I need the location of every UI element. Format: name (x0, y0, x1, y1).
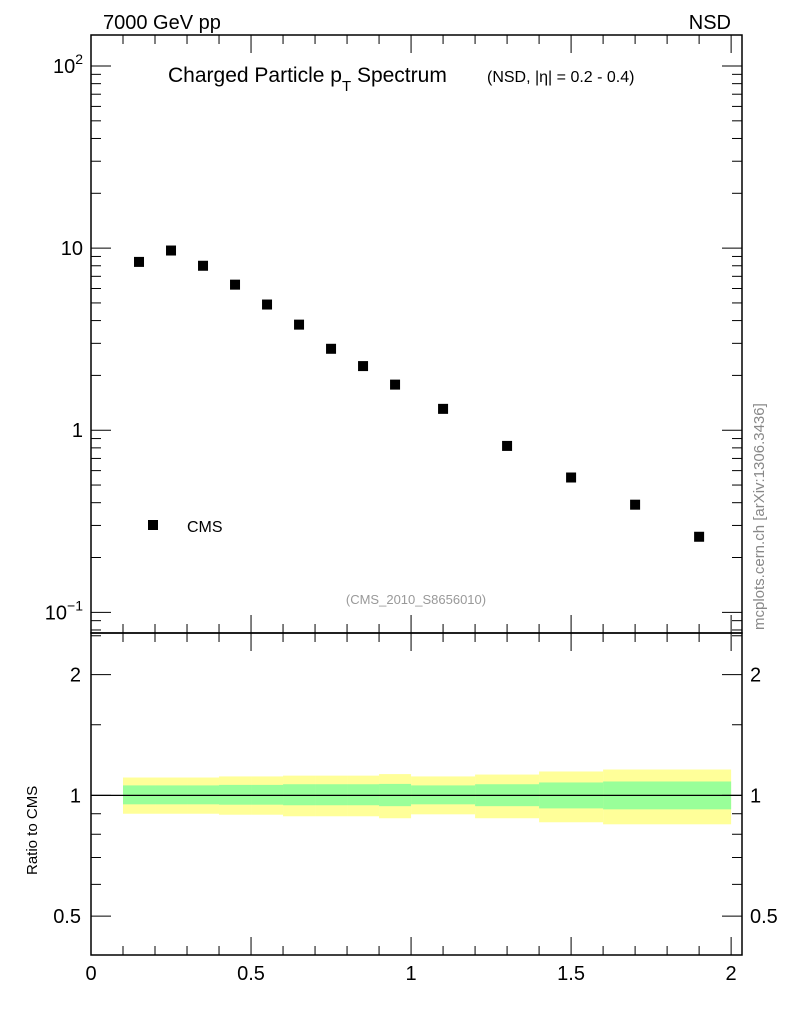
x-tick-label: 2 (726, 963, 737, 985)
ratio-y-tick-label-left: 0.5 (53, 906, 81, 928)
data-point-cms (630, 499, 641, 510)
energy-label: 7000 GeV pp (103, 12, 221, 34)
data-point-cms (438, 403, 449, 414)
ratio-y-tick-label-left: 2 (70, 665, 81, 687)
data-point-cms (358, 361, 369, 372)
y-tick-label: 102 (53, 51, 83, 78)
ratio-y-tick-label-left: 1 (70, 785, 81, 807)
data-point-cms (566, 472, 577, 483)
y-tick-label: 1 (72, 420, 83, 442)
ratio-y-tick-label-right: 0.5 (750, 906, 778, 928)
data-point-cms (294, 319, 305, 330)
ratio-bands (123, 769, 732, 825)
top-frame (90, 34, 743, 634)
data-point-cms (694, 531, 705, 542)
data-point-cms (230, 279, 241, 290)
data-point-cms (134, 256, 145, 267)
ratio-y-tick-label-right: 2 (750, 665, 761, 687)
process-label: NSD (689, 12, 731, 34)
data-point-cms (390, 379, 401, 390)
data-point-cms (326, 343, 337, 354)
chart-subtitle: (NSD, |η| = 0.2 - 0.4) (487, 69, 634, 86)
x-tick-label: 1.5 (557, 963, 585, 985)
data-points (134, 245, 705, 542)
side-label: mcplots.cern.ch [arXiv:1306.3436] (751, 403, 768, 630)
y-tick-label: 10−1 (45, 597, 83, 624)
x-tick-label: 0.5 (237, 963, 265, 985)
x-tick-label: 1 (405, 963, 416, 985)
axes: 0 0.5 1 1.5 2 102 10 1 10−1 0.5 0.5 1 1 2 2 (45, 34, 778, 985)
ratio-frame (90, 632, 743, 956)
legend-label-cms: CMS (187, 519, 223, 536)
ratio-y-tick-label-right: 1 (750, 785, 761, 807)
analysis-id: (CMS_2010_S8656010) (346, 592, 486, 607)
chart-title: Charged Particle pT Spectrum (168, 64, 447, 95)
data-point-cms (198, 260, 209, 271)
x-tick-label: 0 (85, 963, 96, 985)
legend-marker-cms (148, 520, 158, 530)
ratio-ylabel: Ratio to CMS (24, 786, 41, 875)
data-point-cms (502, 440, 513, 451)
y-tick-label: 10 (61, 238, 83, 260)
data-point-cms (262, 299, 273, 310)
data-point-cms (166, 245, 177, 256)
